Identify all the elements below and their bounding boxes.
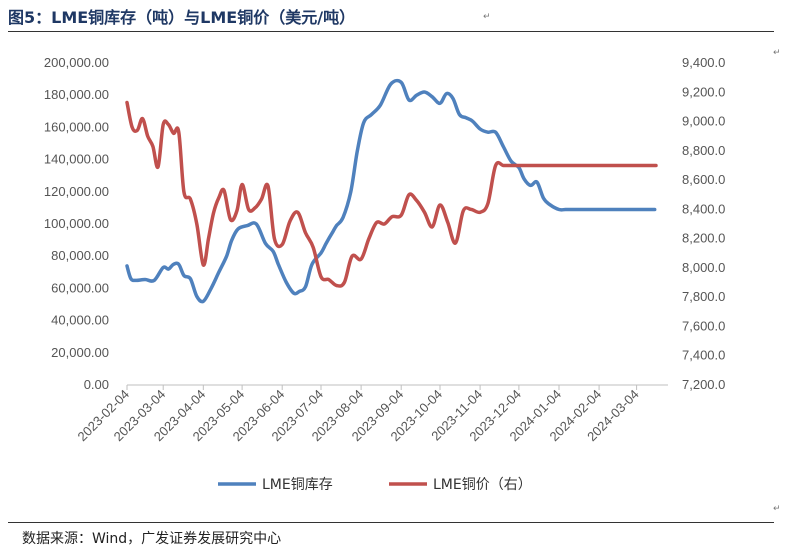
- y-right-tick-label: 9,400.0: [682, 55, 725, 70]
- y-right-tick-label: 9,000.0: [682, 114, 725, 129]
- legend-item-price: LME铜价（右）: [389, 477, 532, 493]
- y-right-tick-label: 7,600.0: [682, 318, 725, 333]
- chart-area: 0.00 20,000.00 40,000.00 60,000.00 80,000.00…: [44, 55, 725, 493]
- y-left-tick-label: 80,000.00: [51, 248, 109, 263]
- source-rule: [8, 522, 774, 523]
- y-right-tick-label: 8,400.0: [682, 201, 725, 216]
- title-rule: [8, 31, 774, 32]
- legend: LME铜库存 LME铜价（右）: [218, 477, 532, 493]
- y-right-tick-label: 8,800.0: [682, 143, 725, 158]
- axes: [126, 384, 668, 390]
- y-left-tick-label: 100,000.00: [44, 216, 109, 231]
- paragraph-mark-top-right: ↵: [773, 48, 781, 58]
- y-left-tick-label: 160,000.00: [44, 119, 109, 134]
- y-right-tick-label: 8,600.0: [682, 172, 725, 187]
- legend-item-inventory: LME铜库存: [218, 477, 333, 493]
- series-line-lme-copper-price: [125, 100, 658, 288]
- legend-label: LME铜价（右）: [433, 477, 532, 493]
- paragraph-mark-title: ↵: [483, 12, 491, 22]
- y-left-tick-label: 0.00: [84, 377, 109, 392]
- y-left-tick-label: 20,000.00: [51, 345, 109, 360]
- y-right-tick-label: 8,200.0: [682, 231, 725, 246]
- y-right-tick-label: 8,000.0: [682, 260, 725, 275]
- tick-labels: 0.00 20,000.00 40,000.00 60,000.00 80,000.00…: [44, 55, 725, 444]
- y-right-tick-label: 7,200.0: [682, 377, 725, 392]
- y-right-tick-label: 7,800.0: [682, 289, 725, 304]
- y-left-tick-label: 60,000.00: [51, 280, 109, 295]
- y-left-tick-label: 200,000.00: [44, 55, 109, 70]
- y-right-tick-label: 9,200.0: [682, 84, 725, 99]
- chart-title: 图5：LME铜库存（吨）与LME铜价（美元/吨）: [8, 8, 356, 27]
- y-left-tick-label: 180,000.00: [44, 87, 109, 102]
- y-left-tick-label: 120,000.00: [44, 184, 109, 199]
- y-left-tick-label: 140,000.00: [44, 152, 109, 167]
- source-note: 数据来源：Wind，广发证券发展研究中心: [22, 531, 282, 547]
- legend-label: LME铜库存: [262, 477, 333, 493]
- paragraph-mark-bottom-right: ↵: [773, 504, 781, 514]
- series-lines: [125, 78, 658, 304]
- series-line-lme-copper-inventory: [125, 78, 657, 304]
- y-left-tick-label: 40,000.00: [51, 313, 109, 328]
- y-right-tick-label: 7,400.0: [682, 348, 725, 363]
